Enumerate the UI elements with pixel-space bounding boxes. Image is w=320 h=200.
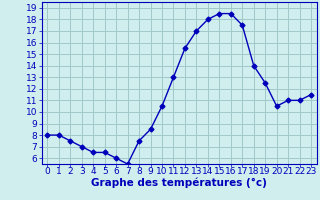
X-axis label: Graphe des températures (°c): Graphe des températures (°c) <box>91 177 267 188</box>
